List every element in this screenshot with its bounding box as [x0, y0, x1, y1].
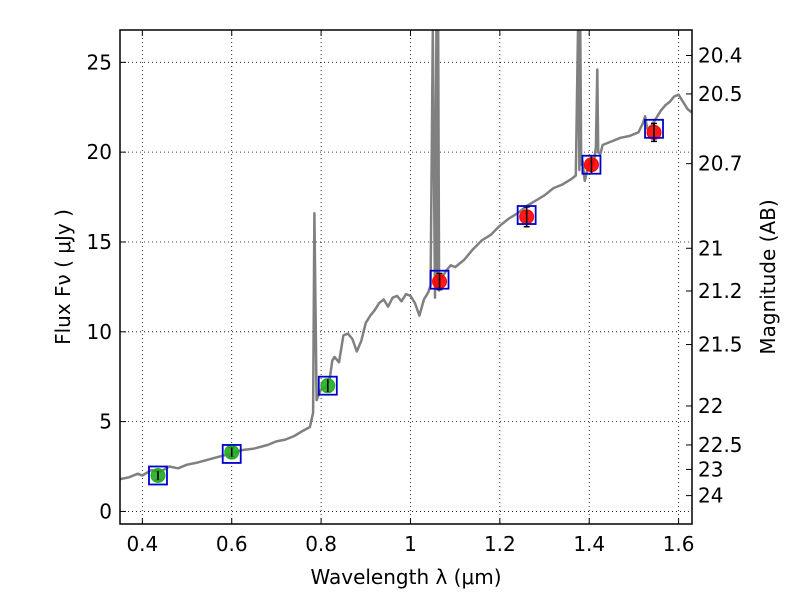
y-axis-label: Flux Fν ( μJy ) — [51, 209, 75, 345]
y-tick-label: 5 — [99, 410, 112, 434]
y-right-tick-label: 24 — [698, 484, 723, 508]
x-tick-label: 1.2 — [484, 532, 516, 556]
y-tick-label: 0 — [99, 499, 112, 523]
plot-area — [120, 30, 692, 486]
model-square — [148, 465, 168, 486]
y-right-tick-label: 20.5 — [698, 82, 743, 106]
y-tick-label: 15 — [87, 230, 112, 254]
y-right-tick-label: 22.5 — [698, 433, 743, 457]
x-tick-label: 1.6 — [663, 532, 695, 556]
y-right-tick-label: 20.4 — [698, 44, 743, 68]
y-right-tick-label: 22 — [698, 394, 723, 418]
grid — [120, 30, 692, 524]
ticks: 0.4 0.6 0.8 1 1.2 1.4 1.6 0 5 10 15 20 25 20.4 20.5 20.… — [87, 30, 743, 556]
x-tick-label: 1 — [404, 532, 417, 556]
y-right-tick-label: 21 — [698, 236, 723, 260]
y-right-tick-label: 21.2 — [698, 279, 743, 303]
x-tick-label: 0.4 — [126, 532, 158, 556]
y-axis-right-label: Magnitude (AB) — [756, 199, 780, 354]
model-square — [644, 118, 664, 139]
y-tick-label: 10 — [87, 320, 112, 344]
y-tick-label: 25 — [87, 50, 112, 74]
x-tick-label: 1.4 — [573, 532, 605, 556]
y-right-tick-label: 20.7 — [698, 152, 743, 176]
y-tick-label: 20 — [87, 140, 112, 164]
model-square — [317, 375, 338, 396]
model-square — [581, 154, 602, 175]
spectrum-line — [120, 30, 692, 481]
axes-frame — [119, 29, 693, 525]
y-right-tick-label: 21.5 — [698, 333, 743, 357]
y-right-tick-label: 23 — [698, 457, 723, 481]
x-tick-label: 0.8 — [305, 532, 337, 556]
x-axis-label: Wavelength λ (μm) — [310, 565, 501, 589]
x-tick-label: 0.6 — [216, 532, 248, 556]
model-square — [429, 269, 450, 290]
model-square — [516, 205, 537, 225]
model-square — [221, 444, 242, 464]
